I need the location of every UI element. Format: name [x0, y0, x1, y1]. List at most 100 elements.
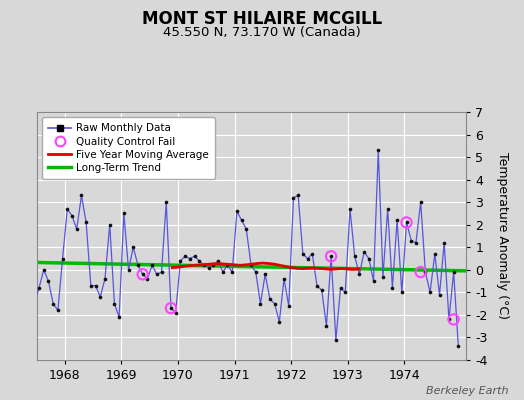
Point	[138, 271, 147, 278]
Point	[16, 305, 24, 311]
Point	[280, 276, 288, 282]
Point	[242, 226, 250, 232]
Point	[129, 244, 137, 250]
Point	[91, 282, 100, 289]
Point	[313, 282, 321, 289]
Point	[431, 251, 439, 257]
Point	[308, 251, 316, 257]
Point	[266, 296, 274, 302]
Legend: Raw Monthly Data, Quality Control Fail, Five Year Moving Average, Long-Term Tren: Raw Monthly Data, Quality Control Fail, …	[42, 117, 215, 179]
Point	[26, 192, 34, 199]
Point	[285, 303, 293, 309]
Point	[134, 262, 142, 268]
Point	[30, 300, 38, 307]
Point	[7, 264, 15, 271]
Point	[327, 253, 335, 260]
Point	[119, 210, 128, 217]
Point	[402, 219, 411, 226]
Point	[237, 217, 246, 224]
Point	[247, 262, 255, 268]
Point	[369, 278, 378, 284]
Point	[440, 240, 449, 246]
Point	[332, 336, 340, 343]
Point	[417, 199, 425, 205]
Point	[204, 264, 213, 271]
Point	[454, 343, 463, 350]
Text: 45.550 N, 73.170 W (Canada): 45.550 N, 73.170 W (Canada)	[163, 26, 361, 39]
Point	[190, 253, 199, 260]
Point	[77, 192, 85, 199]
Point	[181, 253, 189, 260]
Point	[351, 253, 359, 260]
Point	[393, 217, 401, 224]
Point	[379, 273, 387, 280]
Point	[318, 287, 326, 293]
Point	[219, 269, 227, 275]
Point	[152, 271, 161, 278]
Point	[365, 255, 373, 262]
Point	[176, 258, 184, 264]
Point	[12, 300, 20, 307]
Point	[35, 285, 43, 291]
Point	[355, 271, 364, 278]
Point	[261, 271, 269, 278]
Point	[275, 318, 283, 325]
Point	[101, 276, 109, 282]
Point	[44, 278, 52, 284]
Point	[86, 282, 95, 289]
Point	[195, 258, 203, 264]
Point	[327, 253, 335, 260]
Point	[21, 192, 29, 199]
Point	[115, 314, 123, 320]
Point	[435, 292, 444, 298]
Point	[322, 323, 331, 329]
Text: Berkeley Earth: Berkeley Earth	[426, 386, 508, 396]
Point	[289, 194, 298, 201]
Point	[138, 271, 147, 278]
Point	[162, 199, 170, 205]
Point	[374, 147, 383, 154]
Point	[209, 262, 217, 268]
Point	[167, 305, 175, 311]
Point	[63, 206, 71, 212]
Point	[233, 208, 241, 214]
Point	[223, 262, 232, 268]
Point	[228, 269, 236, 275]
Point	[384, 206, 392, 212]
Y-axis label: Temperature Anomaly (°C): Temperature Anomaly (°C)	[496, 152, 509, 320]
Point	[82, 219, 90, 226]
Point	[445, 316, 453, 323]
Point	[157, 269, 166, 275]
Point	[49, 300, 58, 307]
Point	[398, 289, 406, 296]
Point	[388, 285, 397, 291]
Point	[256, 300, 265, 307]
Point	[148, 262, 156, 268]
Point	[105, 222, 114, 228]
Point	[450, 269, 458, 275]
Point	[171, 310, 180, 316]
Point	[185, 255, 194, 262]
Point	[336, 285, 345, 291]
Point	[270, 300, 279, 307]
Text: MONT ST HILAIRE MCGILL: MONT ST HILAIRE MCGILL	[142, 10, 382, 28]
Point	[450, 316, 458, 323]
Point	[58, 255, 67, 262]
Point	[53, 307, 62, 314]
Point	[421, 269, 430, 275]
Point	[167, 305, 175, 311]
Point	[412, 240, 420, 246]
Point	[346, 206, 354, 212]
Point	[341, 289, 350, 296]
Point	[402, 219, 411, 226]
Point	[124, 267, 133, 273]
Point	[200, 262, 208, 268]
Point	[252, 269, 260, 275]
Point	[39, 267, 48, 273]
Point	[96, 294, 104, 300]
Point	[143, 276, 151, 282]
Point	[426, 289, 434, 296]
Point	[214, 258, 222, 264]
Point	[303, 255, 312, 262]
Point	[299, 251, 307, 257]
